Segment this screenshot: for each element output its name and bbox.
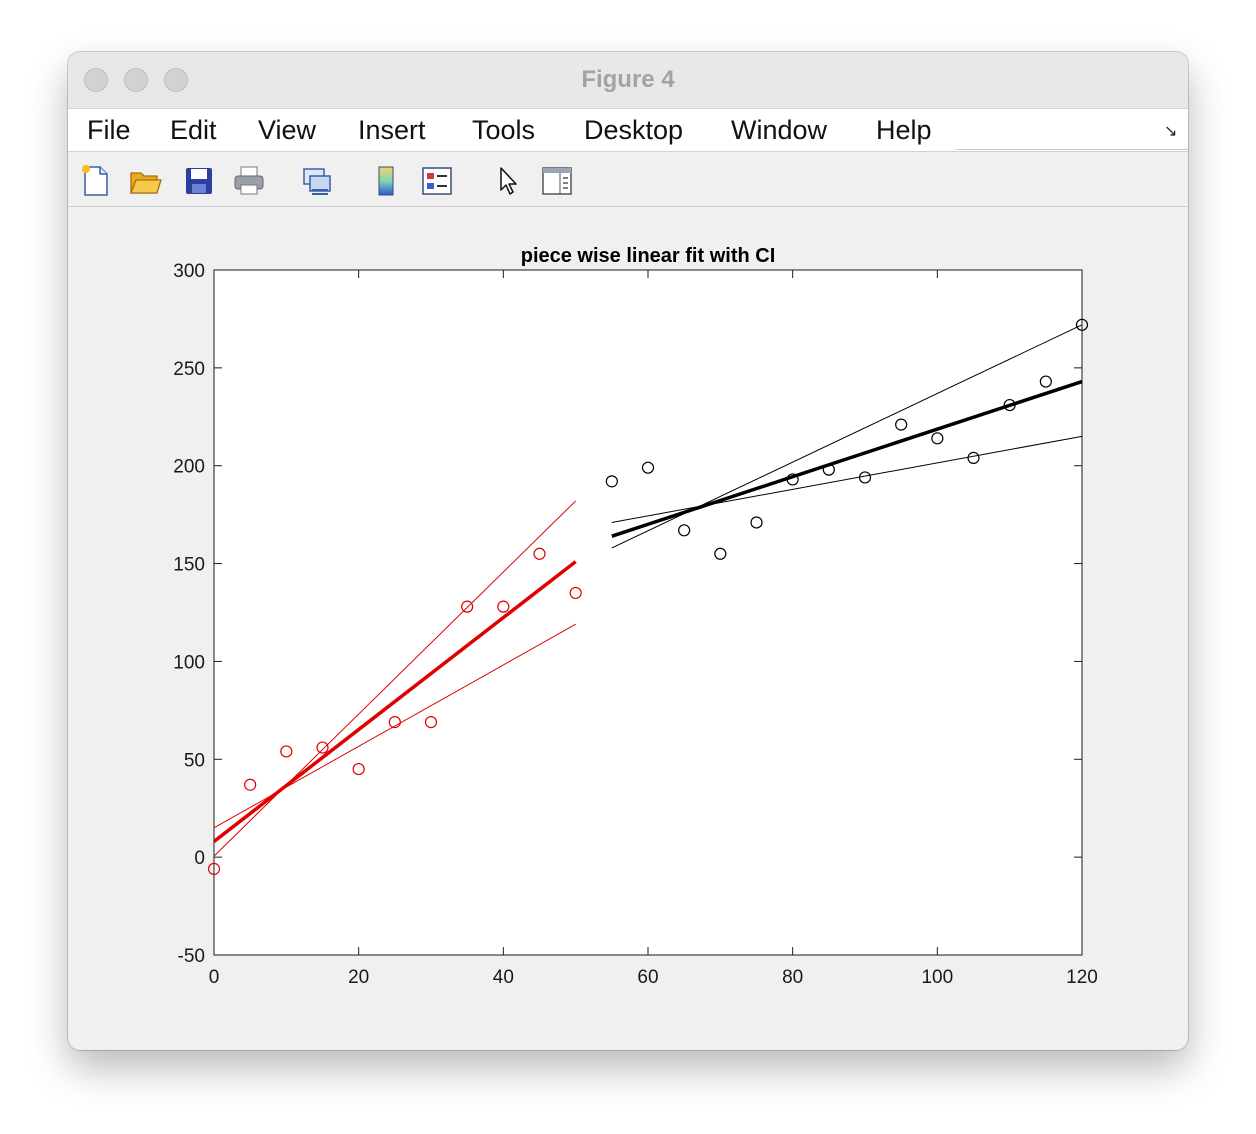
pointer-icon[interactable]	[492, 164, 526, 198]
figure-window: Figure 4 File Edit View Insert Tools Des…	[68, 52, 1188, 1050]
data-point	[424, 715, 438, 729]
y-tick-label: -50	[178, 946, 205, 967]
colorbar-icon[interactable]	[370, 164, 404, 198]
x-tick-label: 60	[637, 967, 658, 988]
close-window-button[interactable]	[84, 68, 108, 92]
print-icon[interactable]	[232, 164, 266, 198]
menu-desktop[interactable]: Desktop	[584, 115, 684, 145]
x-tick-label: 40	[493, 967, 514, 988]
menu-tools[interactable]: Tools	[472, 115, 536, 145]
menu-edit[interactable]: Edit	[170, 115, 217, 145]
data-point	[316, 741, 329, 754]
menu-view[interactable]: View	[258, 115, 317, 145]
data-point	[461, 600, 474, 613]
minimize-window-button[interactable]	[124, 68, 148, 92]
data-point	[1075, 318, 1089, 331]
y-tick-label: 200	[173, 457, 205, 478]
x-tick-label: 120	[1066, 967, 1098, 988]
data-point	[605, 475, 618, 488]
chart-title: piece wise linear fit with CI	[521, 245, 776, 267]
data-point	[280, 745, 293, 758]
data-point	[678, 524, 691, 537]
plot-area	[213, 269, 1083, 956]
new-figure-icon[interactable]	[78, 164, 112, 198]
y-tick-label: 250	[173, 359, 205, 380]
data-point	[1039, 375, 1052, 388]
menu-file[interactable]: File	[87, 115, 131, 145]
plot-svg: piece wise linear fit with CI 0 20 40 60 80 1…	[173, 245, 1098, 988]
y-tick-label: 0	[194, 848, 205, 869]
data-point	[533, 547, 546, 560]
open-file-icon[interactable]	[128, 164, 162, 198]
data-point	[967, 451, 980, 464]
confidence-line	[611, 324, 1083, 549]
x-tick-label: 20	[348, 967, 369, 988]
figure-canvas: piece wise linear fit with CI 0 20 40 60 80 1…	[68, 207, 1188, 1050]
menu-window[interactable]: Window	[731, 115, 828, 145]
menu-bar: File Edit View Insert Tools Desktop Wind…	[68, 109, 1188, 152]
data-point	[750, 516, 763, 529]
fit-line	[212, 560, 577, 843]
x-tick-label: 100	[921, 967, 953, 988]
y-tick-label: 150	[173, 555, 205, 576]
data-point	[388, 715, 401, 729]
x-tick-label: 0	[209, 967, 220, 988]
data-point	[207, 862, 221, 875]
data-point	[822, 463, 835, 476]
y-tick-label: 100	[173, 652, 205, 673]
property-editor-icon[interactable]	[540, 164, 574, 198]
data-point	[569, 586, 582, 600]
zoom-window-button[interactable]	[164, 68, 188, 92]
data-point	[352, 762, 365, 776]
menu-help[interactable]: Help	[876, 115, 932, 145]
menu-divider	[956, 149, 1188, 150]
confidence-line	[611, 435, 1083, 523]
window-title: Figure 4	[581, 66, 675, 93]
data-point	[931, 432, 944, 445]
data-point	[641, 461, 655, 474]
data-point	[786, 473, 799, 486]
confidence-line	[213, 623, 576, 829]
link-figure-icon[interactable]	[300, 164, 334, 198]
menu-insert[interactable]: Insert	[358, 115, 426, 145]
toolbar	[68, 152, 1188, 207]
data-point	[858, 471, 872, 484]
title-bar[interactable]: Figure 4	[68, 52, 1188, 109]
dock-figure-icon[interactable]: ↘	[1164, 123, 1178, 140]
data-point	[895, 418, 908, 431]
data-point	[1003, 398, 1016, 412]
data-point	[244, 778, 257, 791]
confidence-line	[213, 500, 577, 857]
y-tick-label: 50	[184, 750, 205, 771]
data-point	[714, 547, 727, 560]
data-point	[497, 600, 510, 613]
legend-icon[interactable]	[420, 164, 454, 198]
y-tick-label: 300	[173, 261, 205, 282]
save-icon[interactable]	[182, 164, 216, 198]
x-tick-label: 80	[782, 967, 803, 988]
